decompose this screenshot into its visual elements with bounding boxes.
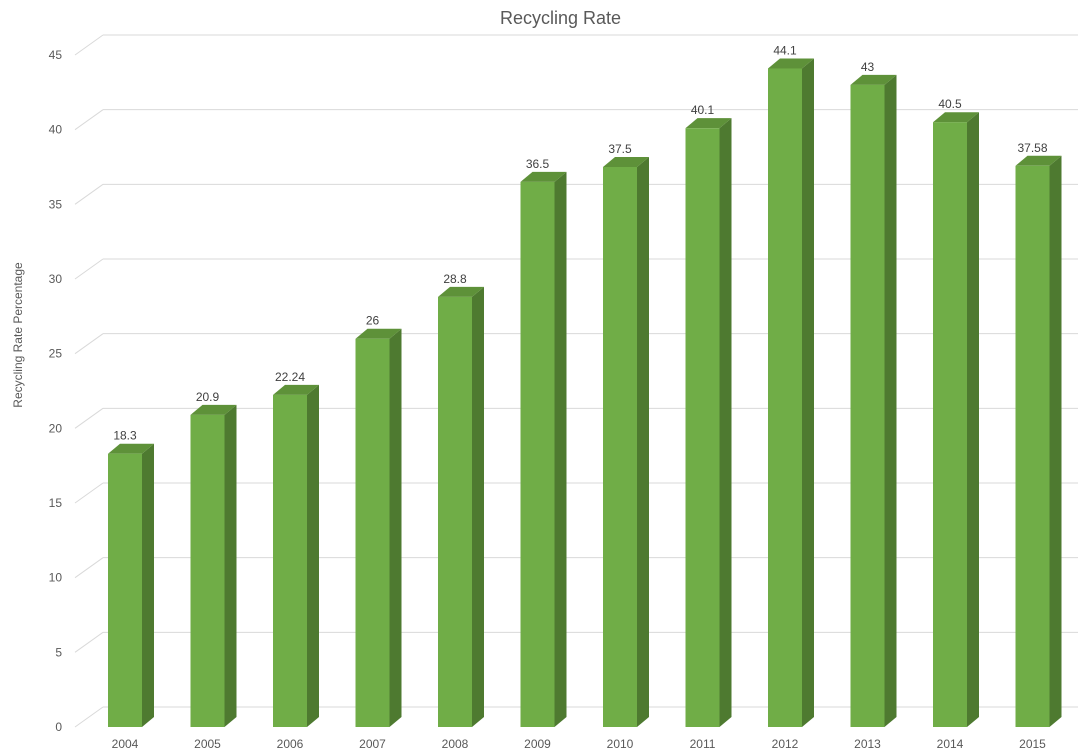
bar-side — [472, 286, 484, 727]
bar-side — [224, 404, 237, 727]
x-tick-label: 2010 — [607, 737, 634, 751]
bar-side — [637, 157, 649, 727]
y-tick-label: 40 — [49, 123, 63, 137]
bar-top — [850, 74, 897, 85]
gridline-diagonal — [74, 557, 104, 579]
gridline-diagonal — [74, 258, 104, 280]
bar — [768, 68, 802, 727]
bar — [603, 167, 637, 727]
bar — [190, 414, 225, 727]
gridline-diagonal — [74, 631, 104, 653]
bar-top — [355, 328, 402, 339]
data-label: 43 — [861, 60, 875, 74]
data-label: 26 — [366, 314, 380, 328]
bar-side — [554, 171, 567, 727]
bar-top — [520, 171, 567, 182]
data-label: 36.5 — [526, 157, 550, 171]
x-tick-label: 2006 — [277, 737, 304, 751]
x-tick-label: 2015 — [1019, 737, 1046, 751]
x-tick-label: 2007 — [359, 737, 386, 751]
gridline-diagonal — [74, 407, 104, 429]
bar — [438, 296, 472, 727]
bar-top — [933, 112, 979, 123]
x-tick-label: 2012 — [772, 737, 799, 751]
bar-side — [389, 328, 402, 727]
bar-top — [108, 443, 154, 454]
y-tick-label: 45 — [49, 48, 63, 62]
y-tick-label: 15 — [49, 496, 63, 510]
gridline-diagonal — [74, 333, 104, 355]
data-label: 44.1 — [773, 43, 797, 57]
gridline-diagonal — [74, 34, 104, 56]
bar-side — [719, 118, 732, 727]
gridline-diagonal — [74, 706, 104, 728]
data-label: 40.1 — [691, 103, 715, 117]
bar — [108, 453, 142, 727]
x-tick-label: 2011 — [690, 737, 716, 751]
x-tick-label: 2004 — [112, 737, 139, 751]
x-tick-label: 2014 — [937, 737, 964, 751]
data-label: 22.24 — [275, 370, 305, 384]
bar — [355, 338, 390, 727]
data-label: 28.8 — [443, 272, 467, 286]
y-tick-label: 0 — [55, 720, 62, 734]
y-tick-label: 30 — [49, 272, 63, 286]
data-label: 18.3 — [113, 429, 137, 443]
x-tick-label: 2009 — [524, 737, 551, 751]
y-tick-label: 5 — [55, 645, 62, 659]
bar-side — [884, 74, 897, 727]
bar-top — [438, 286, 484, 297]
y-tick-label: 20 — [49, 421, 63, 435]
bar-top — [603, 157, 649, 167]
y-tick-label: 25 — [49, 347, 63, 361]
bar-top — [1015, 155, 1062, 166]
bar-side — [142, 443, 154, 727]
y-tick-label: 35 — [49, 197, 63, 211]
bar — [933, 122, 967, 727]
data-label: 40.5 — [938, 97, 962, 111]
bar-top — [768, 58, 814, 69]
x-tick-label: 2005 — [194, 737, 221, 751]
data-label: 37.58 — [1017, 141, 1047, 155]
bar — [850, 84, 885, 727]
bar — [273, 394, 307, 727]
gridline-diagonal — [74, 109, 104, 131]
bar-side — [802, 58, 814, 727]
chart-title: Recycling Rate — [499, 8, 622, 28]
x-tick-label: 2008 — [442, 737, 469, 751]
bar-side — [967, 112, 979, 727]
data-label: 37.5 — [608, 142, 632, 156]
bar-side — [1049, 155, 1062, 728]
gridline-diagonal — [74, 183, 104, 205]
gridline-diagonal — [74, 482, 104, 504]
x-tick-label: 2013 — [854, 737, 881, 751]
bar — [685, 128, 720, 727]
y-tick-label: 10 — [49, 571, 63, 585]
bar-top — [685, 118, 732, 129]
bar-top — [190, 404, 237, 415]
bar-top — [273, 384, 319, 395]
data-label: 20.9 — [196, 390, 220, 404]
bar — [520, 181, 555, 727]
bar-side — [307, 384, 319, 727]
bar — [1015, 165, 1050, 728]
